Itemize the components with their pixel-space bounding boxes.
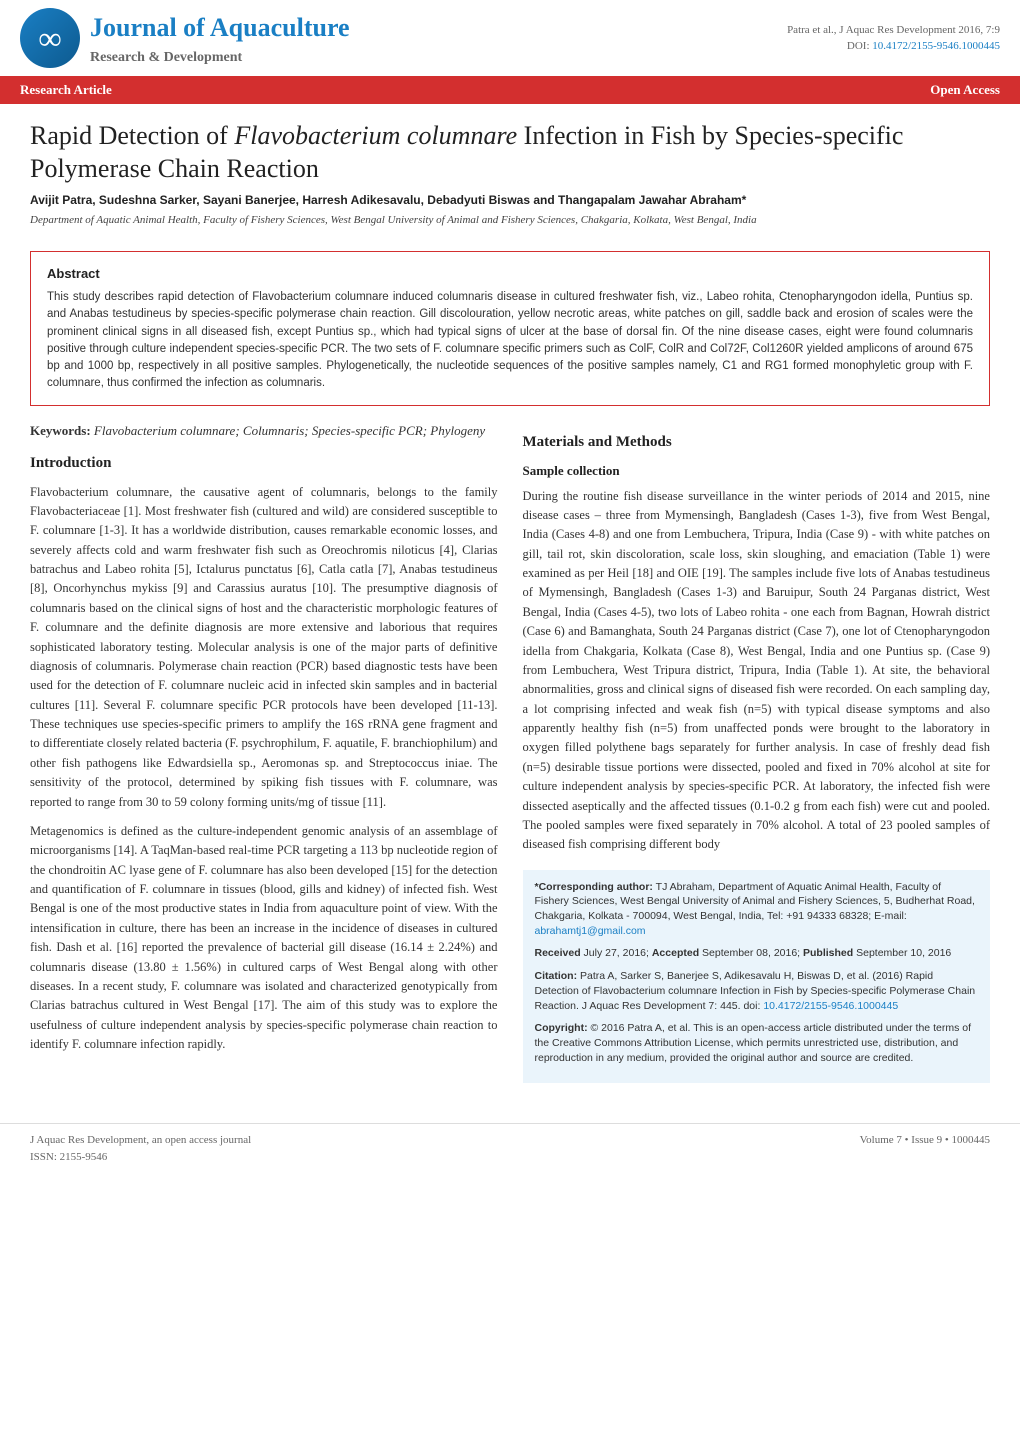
open-access-label: Open Access bbox=[930, 80, 1000, 100]
accepted-date: September 08, 2016; bbox=[699, 947, 803, 959]
left-column: Keywords: Flavobacterium columnare; Colu… bbox=[30, 421, 498, 1084]
page-footer: J Aquac Res Development, an open access … bbox=[0, 1123, 1020, 1180]
footer-journal: J Aquac Res Development, an open access … bbox=[30, 1132, 251, 1149]
email-link[interactable]: abrahamtj1@gmail.com bbox=[535, 925, 646, 937]
article-title: Rapid Detection of Flavobacterium column… bbox=[0, 104, 1020, 192]
received-date: July 27, 2016; bbox=[581, 947, 652, 959]
footer-issn: ISSN: 2155-9546 bbox=[30, 1149, 251, 1166]
article-type-bar: Research Article Open Access bbox=[0, 76, 1020, 104]
dates-line: Received July 27, 2016; Accepted Septemb… bbox=[535, 946, 979, 961]
authors-line: Avijit Patra, Sudeshna Sarker, Sayani Ba… bbox=[0, 191, 1020, 212]
abstract-heading: Abstract bbox=[47, 264, 973, 284]
received-label: Received bbox=[535, 947, 581, 959]
header-citation-block: Patra et al., J Aquac Res Development 20… bbox=[787, 22, 1000, 55]
copyright-text: © 2016 Patra A, et al. This is an open-a… bbox=[535, 1022, 972, 1063]
keywords-text: Flavobacterium columnare; Columnaris; Sp… bbox=[94, 423, 485, 438]
main-two-column: Keywords: Flavobacterium columnare; Colu… bbox=[0, 421, 1020, 1104]
sample-collection-heading: Sample collection bbox=[523, 461, 991, 481]
footer-right: Volume 7 • Issue 9 • 1000445 bbox=[860, 1132, 990, 1165]
published-date: September 10, 2016 bbox=[853, 947, 951, 959]
keywords-line: Keywords: Flavobacterium columnare; Colu… bbox=[30, 421, 498, 441]
title-pre: Rapid Detection of bbox=[30, 121, 234, 150]
abstract-box: Abstract This study describes rapid dete… bbox=[30, 251, 990, 406]
citation-label: Citation: bbox=[535, 970, 578, 982]
introduction-heading: Introduction bbox=[30, 452, 498, 475]
footer-left: J Aquac Res Development, an open access … bbox=[30, 1132, 251, 1165]
copyright-block: Copyright: © 2016 Patra A, et al. This i… bbox=[535, 1021, 979, 1065]
journal-subtitle: Research & Development bbox=[90, 47, 350, 68]
citation-block: Citation: Patra A, Sarker S, Banerjee S,… bbox=[535, 969, 979, 1013]
keywords-label: Keywords: bbox=[30, 423, 94, 438]
abstract-text: This study describes rapid detection of … bbox=[47, 289, 973, 393]
article-type: Research Article bbox=[20, 80, 112, 100]
corresponding-label: *Corresponding author: bbox=[535, 881, 653, 893]
accepted-label: Accepted bbox=[652, 947, 699, 959]
materials-heading: Materials and Methods bbox=[523, 431, 991, 454]
intro-paragraph-1: Flavobacterium columnare, the causative … bbox=[30, 483, 498, 812]
logo-icon bbox=[20, 8, 80, 68]
corresponding-author-box: *Corresponding author: TJ Abraham, Depar… bbox=[523, 870, 991, 1084]
intro-paragraph-2: Metagenomics is defined as the culture-i… bbox=[30, 822, 498, 1055]
journal-name: Journal of Aquaculture bbox=[90, 8, 350, 47]
published-label: Published bbox=[803, 947, 853, 959]
doi-link[interactable]: 10.4172/2155-9546.1000445 bbox=[872, 40, 1000, 52]
citation-text: Patra A, Sarker S, Banerjee S, Adikesava… bbox=[535, 970, 976, 1011]
copyright-label: Copyright: bbox=[535, 1022, 588, 1034]
citation-doi-link[interactable]: 10.4172/2155-9546.1000445 bbox=[763, 1000, 898, 1012]
journal-logo-block: Journal of Aquaculture Research & Develo… bbox=[20, 8, 350, 68]
citation-line: Patra et al., J Aquac Res Development 20… bbox=[787, 22, 1000, 39]
journal-header: Journal of Aquaculture Research & Develo… bbox=[0, 0, 1020, 76]
right-column: Materials and Methods Sample collection … bbox=[523, 421, 991, 1084]
doi-label: DOI: bbox=[847, 40, 872, 52]
corresponding-author-line: *Corresponding author: TJ Abraham, Depar… bbox=[535, 880, 979, 939]
title-species: Flavobacterium columnare bbox=[234, 121, 517, 150]
doi-line: DOI: 10.4172/2155-9546.1000445 bbox=[787, 38, 1000, 55]
affiliation-line: Department of Aquatic Animal Health, Fac… bbox=[0, 212, 1020, 241]
sample-paragraph-1: During the routine fish disease surveill… bbox=[523, 487, 991, 855]
